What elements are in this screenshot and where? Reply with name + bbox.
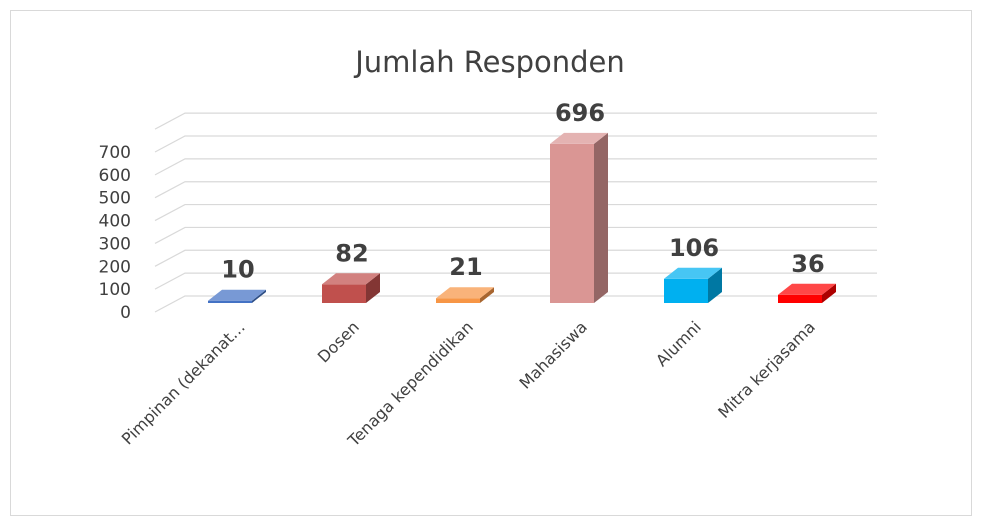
gridline bbox=[154, 226, 877, 244]
y-tick-label: 200 bbox=[99, 257, 131, 277]
bar-top bbox=[436, 287, 494, 299]
data-label: 36 bbox=[791, 250, 824, 278]
y-tick-label: 600 bbox=[99, 166, 131, 186]
gridline bbox=[154, 295, 877, 313]
bar-side bbox=[822, 283, 836, 303]
gridline bbox=[154, 272, 877, 290]
data-labels: 10 82 21 696 106 36 bbox=[221, 99, 824, 284]
bar bbox=[436, 298, 480, 303]
bar bbox=[664, 278, 708, 303]
y-tick-label: 700 bbox=[99, 143, 131, 163]
bar-side bbox=[480, 287, 494, 303]
bar-side bbox=[708, 267, 722, 303]
bar-side bbox=[594, 132, 608, 303]
data-label: 82 bbox=[335, 239, 368, 267]
gridline bbox=[154, 112, 877, 130]
gridline bbox=[154, 203, 877, 222]
category-label: Mahasiswa bbox=[515, 317, 590, 392]
data-label: 21 bbox=[449, 253, 482, 281]
bar-top bbox=[208, 289, 266, 301]
category-label: Dosen bbox=[314, 317, 363, 366]
y-tick-label: 100 bbox=[99, 280, 131, 300]
bar-side bbox=[366, 273, 380, 303]
gridlines bbox=[154, 112, 877, 313]
bar bbox=[322, 284, 366, 303]
bars bbox=[208, 132, 836, 303]
chart-title: Jumlah Responden bbox=[353, 45, 625, 79]
bar-top bbox=[322, 273, 380, 285]
bar-side bbox=[252, 289, 266, 303]
chart-frame bbox=[10, 10, 972, 516]
category-label: Alumni bbox=[652, 317, 705, 370]
bar-top bbox=[550, 132, 608, 144]
data-label: 106 bbox=[669, 234, 719, 262]
bar bbox=[550, 143, 594, 303]
data-label: 696 bbox=[555, 99, 605, 127]
bar bbox=[778, 294, 822, 303]
bar-top bbox=[664, 267, 722, 279]
bar-top bbox=[778, 283, 836, 295]
bar bbox=[208, 300, 252, 303]
gridline bbox=[154, 158, 877, 176]
y-tick-label: 400 bbox=[99, 212, 131, 232]
gridline bbox=[154, 135, 877, 153]
y-tick-label: 300 bbox=[99, 234, 131, 254]
gridline bbox=[154, 249, 877, 267]
category-label: Pimpinan (dekanat… bbox=[118, 317, 249, 448]
y-tick-label: 0 bbox=[120, 303, 131, 323]
data-label: 10 bbox=[221, 256, 254, 284]
gridline bbox=[154, 181, 877, 199]
category-label: Mitra kerjasama bbox=[714, 317, 819, 422]
category-label: Tenaga kependidikan bbox=[343, 317, 476, 450]
y-tick-label: 500 bbox=[99, 189, 131, 209]
